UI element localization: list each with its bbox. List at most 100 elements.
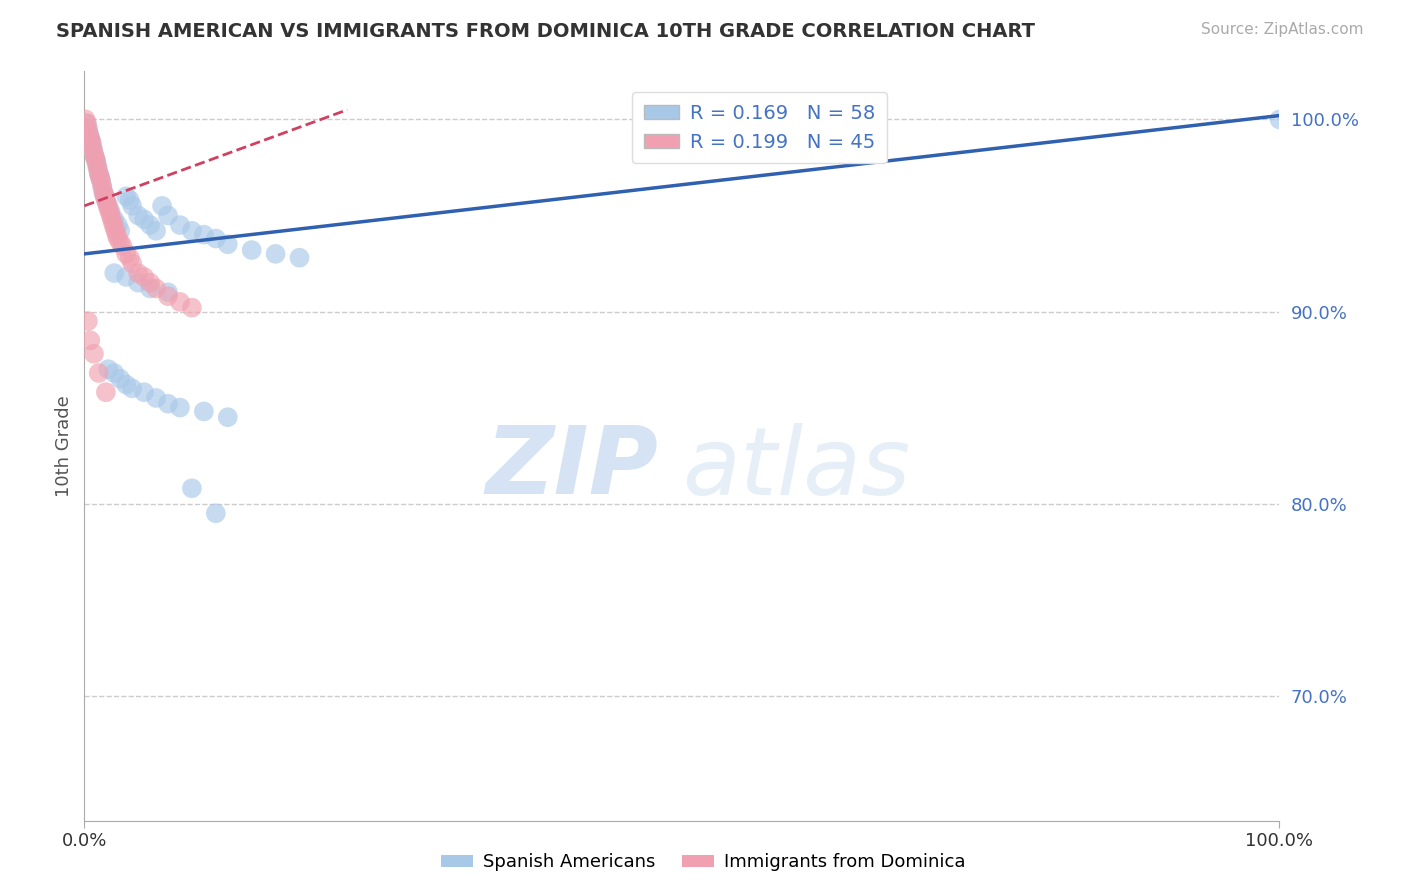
Point (181, 301, 204, 315)
Point (150, 199, 173, 213)
Point (157, 289, 180, 303)
Point (91, 179, 114, 194)
Point (94, 193, 117, 207)
Point (127, 209, 149, 223)
Point (87, 366, 110, 380)
Point (91, 179, 114, 194)
Point (111, 239, 134, 253)
Point (89, 169, 111, 184)
Point (139, 218, 162, 232)
Point (93, 189, 115, 203)
Point (83, 147, 105, 161)
Point (127, 266, 149, 280)
Point (93, 186, 115, 200)
Point (77, 128, 100, 142)
Point (110, 372, 132, 386)
Point (82, 141, 104, 155)
Point (77, 122, 100, 136)
Point (77, 314, 100, 328)
Point (80, 136, 103, 150)
Point (157, 209, 180, 223)
Point (169, 218, 191, 232)
Point (127, 276, 149, 290)
Point (97, 199, 120, 213)
Point (264, 247, 287, 261)
Point (157, 285, 180, 300)
Point (107, 218, 129, 232)
Point (103, 266, 125, 280)
Point (157, 397, 180, 411)
Point (139, 281, 162, 295)
Point (110, 235, 132, 250)
Point (77, 122, 100, 136)
Legend: R = 0.169   N = 58, R = 0.199   N = 45: R = 0.169 N = 58, R = 0.199 N = 45 (631, 92, 887, 163)
Point (93, 186, 115, 200)
Point (121, 381, 143, 395)
Point (103, 366, 125, 380)
Point (90, 174, 112, 188)
Point (86, 154, 108, 169)
Point (205, 506, 228, 520)
Point (181, 481, 204, 495)
Point (115, 189, 138, 203)
Point (79, 131, 101, 145)
Point (110, 224, 132, 238)
Point (132, 385, 156, 400)
Point (84, 151, 107, 165)
Point (118, 193, 141, 207)
Legend: Spanish Americans, Immigrants from Dominica: Spanish Americans, Immigrants from Domin… (434, 847, 972, 879)
Point (118, 251, 141, 265)
Point (193, 227, 215, 242)
Point (97, 362, 120, 376)
Y-axis label: 10th Grade: 10th Grade (55, 395, 73, 497)
Point (115, 269, 138, 284)
Point (145, 391, 167, 405)
Point (240, 243, 263, 257)
Point (115, 247, 138, 261)
Point (87, 166, 110, 180)
Point (115, 377, 138, 392)
Point (132, 269, 156, 284)
Point (86, 161, 108, 175)
Point (94, 193, 117, 207)
Point (86, 154, 108, 169)
Point (83, 147, 105, 161)
Point (193, 404, 215, 418)
Point (121, 256, 143, 270)
Point (76, 116, 98, 130)
Point (79, 334, 101, 348)
Point (132, 212, 156, 227)
Point (93, 189, 115, 203)
Point (101, 212, 124, 227)
Point (77, 128, 100, 142)
Point (105, 227, 128, 242)
Point (139, 276, 162, 290)
Point (100, 204, 122, 219)
Point (103, 219, 125, 234)
Point (96, 197, 118, 211)
Point (169, 294, 191, 309)
Point (79, 131, 101, 145)
Point (181, 224, 204, 238)
Point (217, 237, 239, 252)
Point (83, 347, 105, 361)
Point (101, 216, 124, 230)
Point (97, 201, 120, 215)
Point (100, 209, 122, 223)
Point (205, 231, 228, 245)
Point (89, 169, 111, 184)
Point (217, 410, 239, 425)
Point (169, 401, 191, 415)
Point (86, 161, 108, 175)
Point (145, 281, 167, 295)
Point (103, 212, 125, 227)
Text: ZIP: ZIP (485, 423, 658, 515)
Point (84, 151, 107, 165)
Point (107, 231, 129, 245)
Point (1268, 112, 1291, 127)
Point (76, 116, 98, 130)
Point (288, 251, 311, 265)
Point (75, 112, 97, 127)
Point (80, 136, 103, 150)
Text: Source: ZipAtlas.com: Source: ZipAtlas.com (1201, 22, 1364, 37)
